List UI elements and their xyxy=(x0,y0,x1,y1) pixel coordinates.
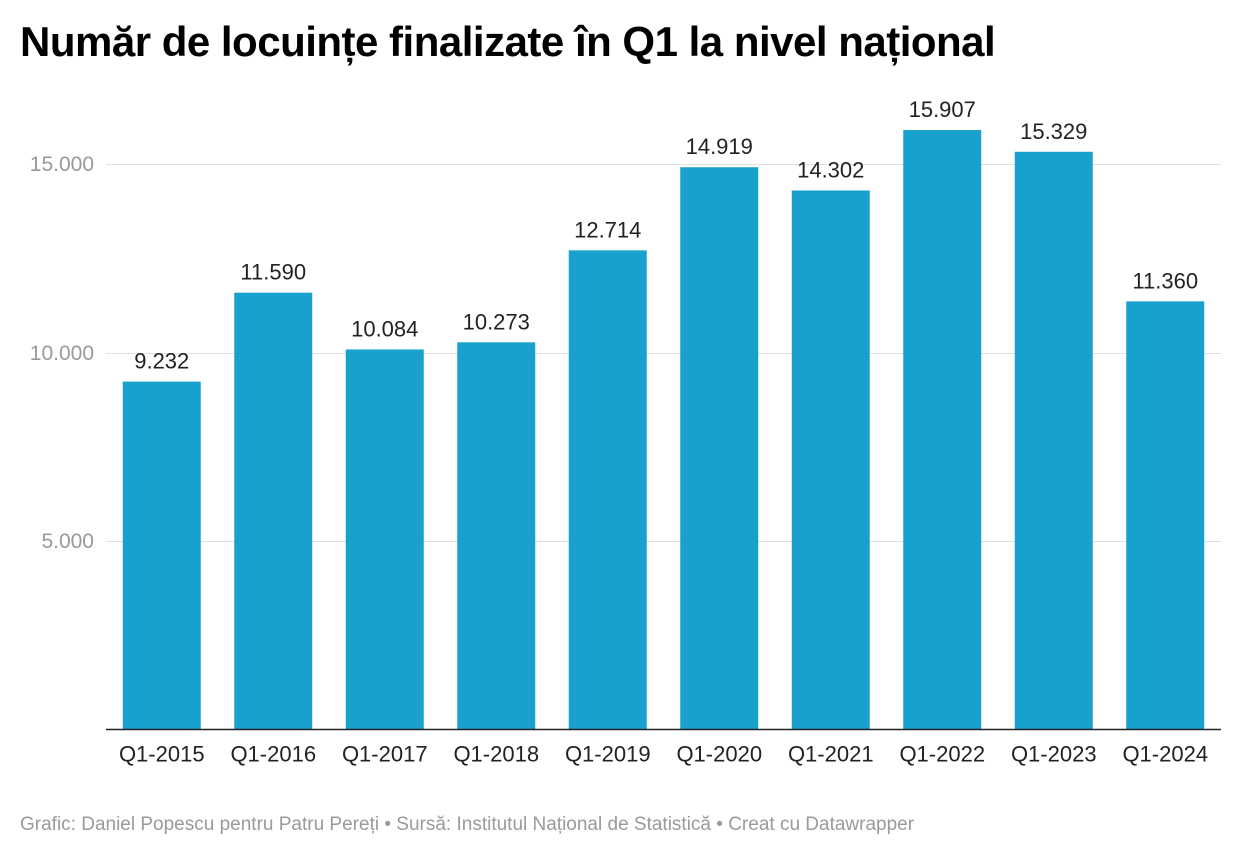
bar xyxy=(457,342,536,730)
value-label: 9.232 xyxy=(134,349,189,374)
x-tick-label: Q1-2017 xyxy=(342,742,428,767)
y-tick-label: 10.000 xyxy=(30,342,94,365)
bar xyxy=(791,190,870,730)
value-label: 10.273 xyxy=(463,309,530,334)
bar xyxy=(345,349,424,730)
value-label: 11.360 xyxy=(1132,268,1198,293)
value-label: 14.302 xyxy=(797,157,864,182)
bar xyxy=(122,381,201,730)
x-tick-label: Q1-2016 xyxy=(230,742,316,767)
bars xyxy=(122,130,1205,730)
x-tick-label: Q1-2015 xyxy=(119,742,205,767)
bar xyxy=(234,292,313,730)
bar-chart: 5.000 10.000 15.000 9.232 Q1-2015 11.590 Q1-2… xyxy=(30,97,1221,767)
y-tick-label: 5.000 xyxy=(41,530,94,553)
value-label: 11.590 xyxy=(240,260,306,285)
value-label: 15.907 xyxy=(909,97,976,122)
value-label: 10.084 xyxy=(351,316,418,341)
x-tick-label: Q1-2020 xyxy=(676,742,762,767)
chart-footer: Grafic: Daniel Popescu pentru Patru Pere… xyxy=(20,814,915,835)
bar xyxy=(568,250,647,730)
x-tick-label: Q1-2019 xyxy=(565,742,651,767)
labels: 9.232 Q1-2015 11.590 Q1-2016 10.084 Q1-2017 10… xyxy=(119,97,1208,767)
x-tick-label: Q1-2018 xyxy=(453,742,539,767)
chart-title: Număr de locuințe finalizate în Q1 la ni… xyxy=(20,18,996,65)
x-tick-label: Q1-2021 xyxy=(788,742,874,767)
value-label: 15.329 xyxy=(1020,119,1087,144)
value-label: 14.919 xyxy=(686,134,753,159)
bar xyxy=(680,167,759,730)
bar xyxy=(1014,151,1093,730)
x-tick-label: Q1-2023 xyxy=(1011,742,1097,767)
value-label: 12.714 xyxy=(574,217,641,242)
x-tick-label: Q1-2024 xyxy=(1122,742,1208,767)
x-tick-label: Q1-2022 xyxy=(899,742,985,767)
bar xyxy=(1126,301,1205,730)
y-tick-label: 15.000 xyxy=(30,153,94,176)
bar xyxy=(903,130,982,730)
